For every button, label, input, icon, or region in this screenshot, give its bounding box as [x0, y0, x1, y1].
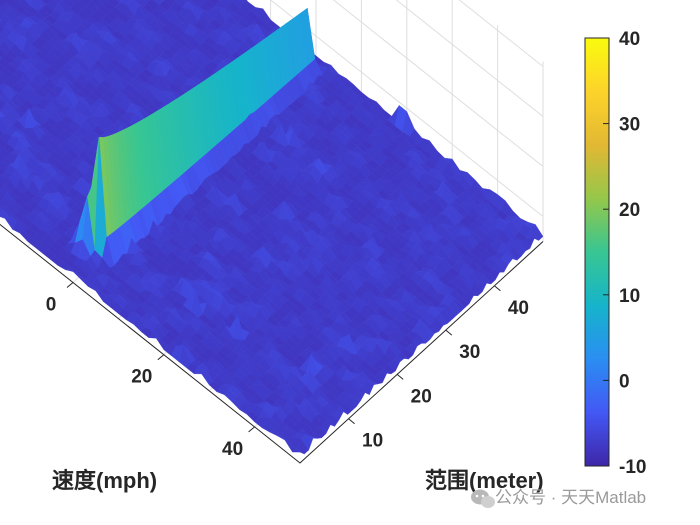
surface-cell — [144, 0, 152, 4]
x-tick-label: 40 — [222, 439, 243, 460]
y-tick-mark — [396, 374, 404, 380]
y-tick-label: 30 — [459, 342, 480, 363]
colorbar: 40 30 20 10 0 -10 — [584, 29, 646, 478]
colorbar-tick-label: 0 — [619, 371, 630, 392]
surface-plot — [0, 0, 544, 455]
y-tick-mark — [348, 418, 355, 425]
wechat-icon — [471, 489, 495, 508]
x-tick-mark — [248, 426, 255, 433]
colorbar-tick-label: 30 — [619, 115, 640, 136]
y-tick-label: 10 — [362, 431, 383, 452]
colorbar-tick-label: 20 — [619, 200, 640, 221]
surface-cell — [229, 0, 235, 3]
y-tick-mark — [494, 285, 501, 292]
y-tick-mark — [445, 329, 453, 336]
watermark-text: 公众号 · 天天Matlab — [495, 488, 646, 507]
axis-lines — [0, 223, 544, 464]
colorbar-tick-label: 10 — [619, 286, 640, 307]
watermark: 公众号 · 天天Matlab — [471, 488, 646, 508]
x-axis-ticks: -40-2002040 — [46, 282, 255, 460]
x-axis-label: 速度(mph) — [52, 468, 157, 493]
y-tick-label: 40 — [508, 298, 529, 319]
colorbar-tick-label: -10 — [619, 457, 646, 478]
x-tick-label: 20 — [131, 367, 152, 388]
colorbar-gradient — [584, 37, 610, 467]
x-tick-mark — [157, 354, 165, 361]
x-tick-label: 0 — [46, 295, 57, 316]
y-axis-label: 范围(meter) — [425, 468, 544, 493]
x-tick-mark — [66, 282, 74, 288]
back-wall-grid — [269, 0, 544, 242]
colorbar-tick-label: 40 — [619, 29, 640, 50]
colorbar-ticks: 40 30 20 10 0 -10 — [603, 29, 646, 478]
y-tick-label: 20 — [411, 386, 432, 407]
y-axis-ticks: 10 20 30 40 — [348, 285, 529, 452]
surface-cell — [291, 447, 305, 455]
surface-cell — [200, 0, 208, 4]
